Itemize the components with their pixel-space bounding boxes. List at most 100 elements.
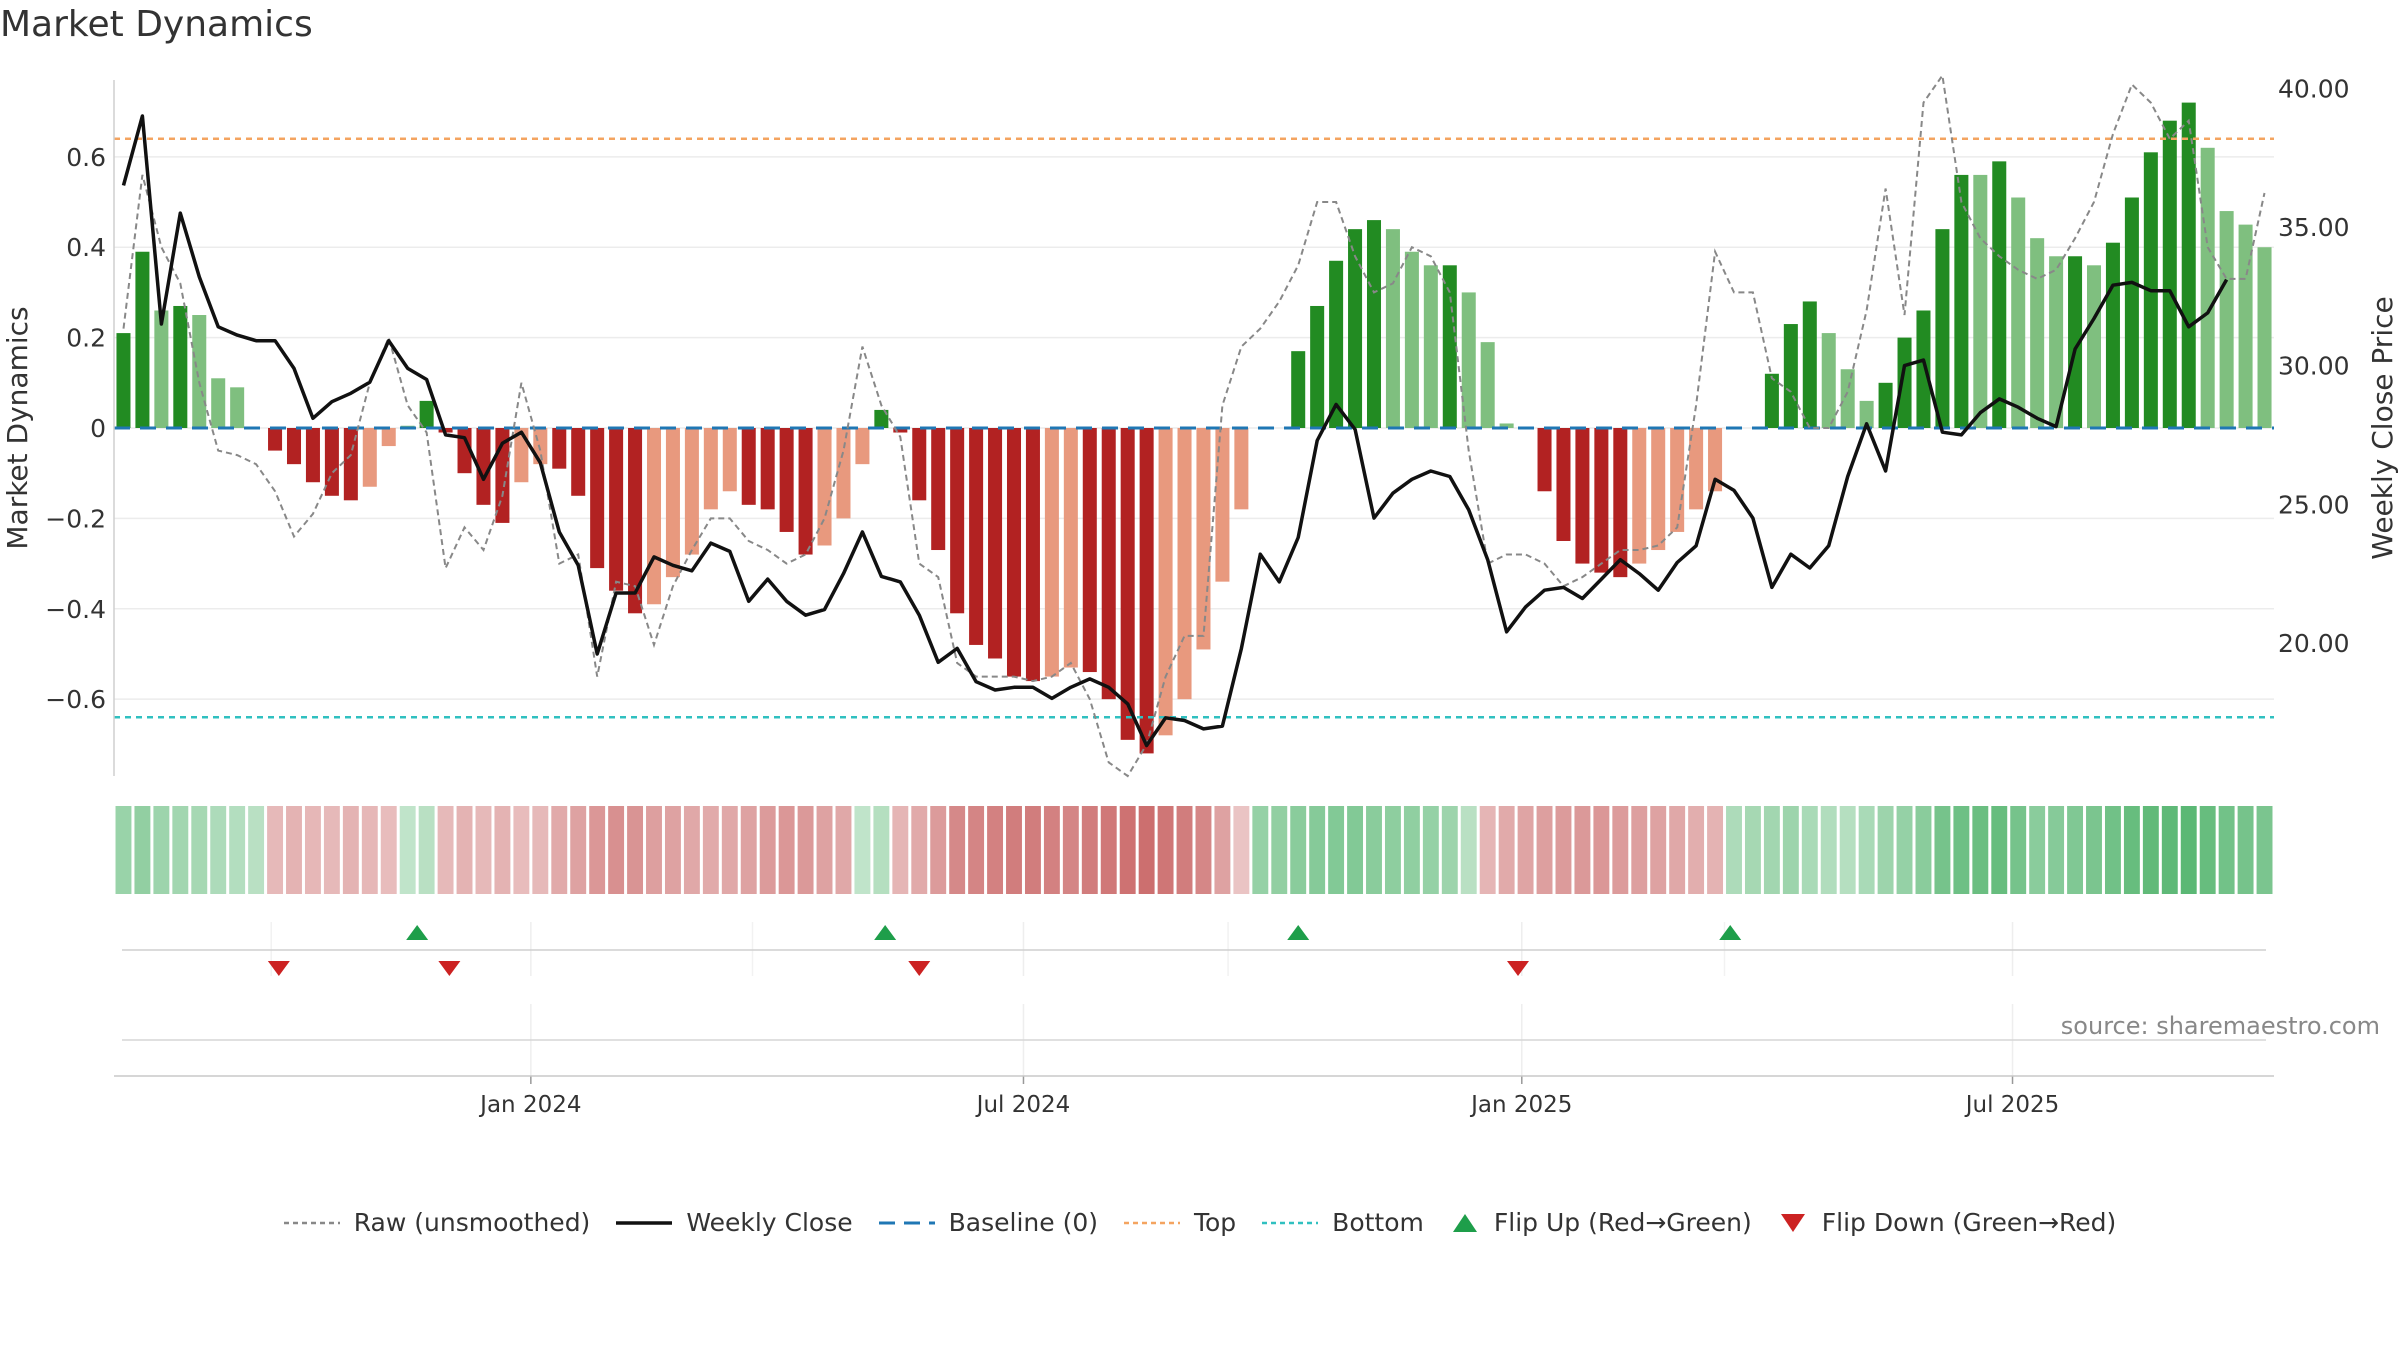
heat-cell-14: [380, 806, 397, 894]
bar-28: [646, 428, 662, 605]
heat-cell-7: [248, 806, 265, 894]
bar-82: [1670, 428, 1685, 532]
legend-label-flip-up: Flip Up (Red→Green): [1493, 1208, 1752, 1237]
bar-90: [1821, 333, 1836, 428]
bar-68: [1404, 251, 1419, 428]
bar-51: [1082, 428, 1097, 673]
bar-65: [1348, 229, 1363, 428]
heat-cell-32: [721, 806, 738, 894]
bar-43: [931, 428, 946, 551]
y-axis-label: Market Dynamics: [1, 306, 34, 549]
heat-cell-105: [2104, 806, 2121, 894]
heat-cell-92: [1858, 806, 1875, 894]
flip-markers-panel: [122, 922, 2266, 976]
heat-cell-35: [778, 806, 795, 894]
bar-64: [1329, 260, 1344, 428]
market-dynamics-chart: −0.6 −0.4 −0.2 0 0.2 0.4 0.6 20.00 25.00 30.00 35.…: [1, 72, 2399, 1118]
bar-110: [2200, 147, 2215, 428]
heat-cell-109: [2180, 806, 2197, 894]
heat-cell-97: [1953, 806, 1970, 894]
bar-94: [1897, 337, 1912, 428]
heat-cell-47: [1006, 806, 1022, 894]
series-lines: [121, 72, 2266, 778]
axes-layer: −0.6 −0.4 −0.2 0 0.2 0.4 0.6 20.00 25.00 30.00 35.…: [1, 74, 2399, 776]
bar-33: [741, 428, 756, 505]
heat-cell-42: [911, 806, 928, 894]
heat-cell-54: [1138, 806, 1155, 894]
heat-cell-82: [1669, 806, 1686, 894]
legend-item-flip-down: Flip Down (Green→Red): [1778, 1208, 2116, 1237]
bar-13: [362, 428, 377, 487]
heat-cell-79: [1612, 806, 1629, 894]
bar-52: [1101, 428, 1116, 700]
chart-title: Market Dynamics: [0, 4, 313, 45]
heat-cell-45: [968, 806, 985, 894]
heat-cell-50: [1062, 806, 1079, 894]
heat-cell-57: [1195, 806, 1212, 894]
x-tick-label: Jul 2024: [975, 1092, 1071, 1118]
heat-cell-17: [437, 806, 454, 894]
bar-93: [1878, 382, 1893, 428]
heat-cell-61: [1271, 806, 1288, 894]
heat-cell-98: [1972, 806, 1989, 894]
bar-3: [173, 305, 188, 428]
heat-cell-43: [930, 806, 947, 894]
bar-109: [2181, 102, 2196, 428]
bar-26: [609, 428, 624, 591]
heat-cell-104: [2086, 806, 2102, 894]
bar-108: [2162, 120, 2177, 428]
bar-97: [1954, 174, 1969, 428]
heat-cell-33: [740, 806, 757, 894]
heat-cell-85: [1726, 806, 1742, 894]
y-right-axis-label: Weekly Close Price: [2366, 296, 2399, 559]
heat-cell-1: [134, 806, 151, 894]
heat-cell-51: [1081, 806, 1098, 894]
bar-75: [1537, 428, 1552, 492]
heat-cell-21: [513, 806, 530, 894]
heat-strip: [115, 806, 2273, 894]
bar-25: [590, 428, 605, 569]
source-note: source: sharemaestro.com: [2060, 1012, 2380, 1040]
heat-cell-96: [1934, 806, 1951, 894]
heat-cell-88: [1782, 806, 1799, 894]
heat-cell-94: [1896, 806, 1913, 894]
heat-cell-64: [1328, 806, 1345, 894]
heat-cell-13: [361, 806, 378, 894]
bar-23: [552, 428, 567, 469]
heat-cell-30: [683, 806, 700, 894]
heat-cell-31: [702, 806, 719, 894]
heat-cell-60: [1252, 806, 1269, 894]
bar-0: [116, 333, 131, 428]
bar-103: [2068, 256, 2083, 428]
legend-item-flip-up: Flip Up (Red→Green): [1450, 1208, 1752, 1237]
bar-73: [1499, 423, 1514, 428]
heat-cell-112: [2237, 806, 2254, 894]
legend: Raw (unsmoothed) Weekly Close Baseline (…: [0, 1208, 2400, 1237]
legend-label-bottom: Bottom: [1332, 1208, 1424, 1237]
bar-10: [305, 428, 320, 483]
bar-54: [1139, 428, 1154, 754]
flip-down-marker-0: [267, 961, 290, 976]
heat-cell-23: [551, 806, 568, 894]
bar-63: [1310, 305, 1325, 428]
bar-40: [874, 409, 889, 428]
heat-cell-73: [1498, 806, 1515, 894]
bar-42: [912, 428, 927, 501]
bar-87: [1764, 373, 1779, 428]
bar-14: [381, 428, 396, 447]
bar-16: [419, 400, 434, 428]
bar-102: [2049, 256, 2064, 428]
heat-cell-71: [1460, 806, 1477, 894]
bar-105: [2105, 242, 2120, 428]
heat-cell-34: [759, 806, 776, 894]
heat-cell-77: [1574, 806, 1591, 894]
bar-44: [950, 428, 965, 614]
heat-cell-3: [172, 806, 189, 894]
heat-cell-36: [797, 806, 814, 894]
heat-cell-6: [229, 806, 246, 894]
y-tick-label: −0.2: [45, 504, 106, 533]
heat-cell-103: [2067, 806, 2084, 894]
x-tick-label: Jan 2024: [478, 1092, 581, 1118]
bar-21: [514, 428, 529, 483]
y-tick-label: 0.4: [66, 233, 106, 262]
